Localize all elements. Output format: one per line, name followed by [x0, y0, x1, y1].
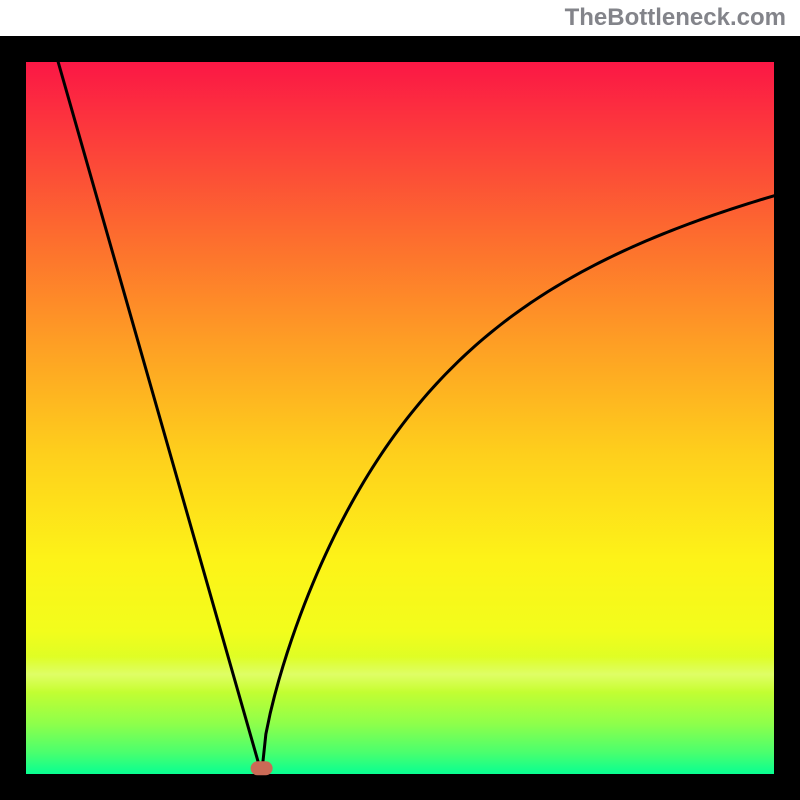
bottleneck-chart: [0, 0, 800, 800]
watermark-text: TheBottleneck.com: [565, 4, 786, 32]
optimal-marker: [251, 761, 273, 775]
chart-container: { "canvas": { "width": 800, "height": 80…: [0, 0, 800, 800]
highlight-band: [26, 657, 774, 693]
